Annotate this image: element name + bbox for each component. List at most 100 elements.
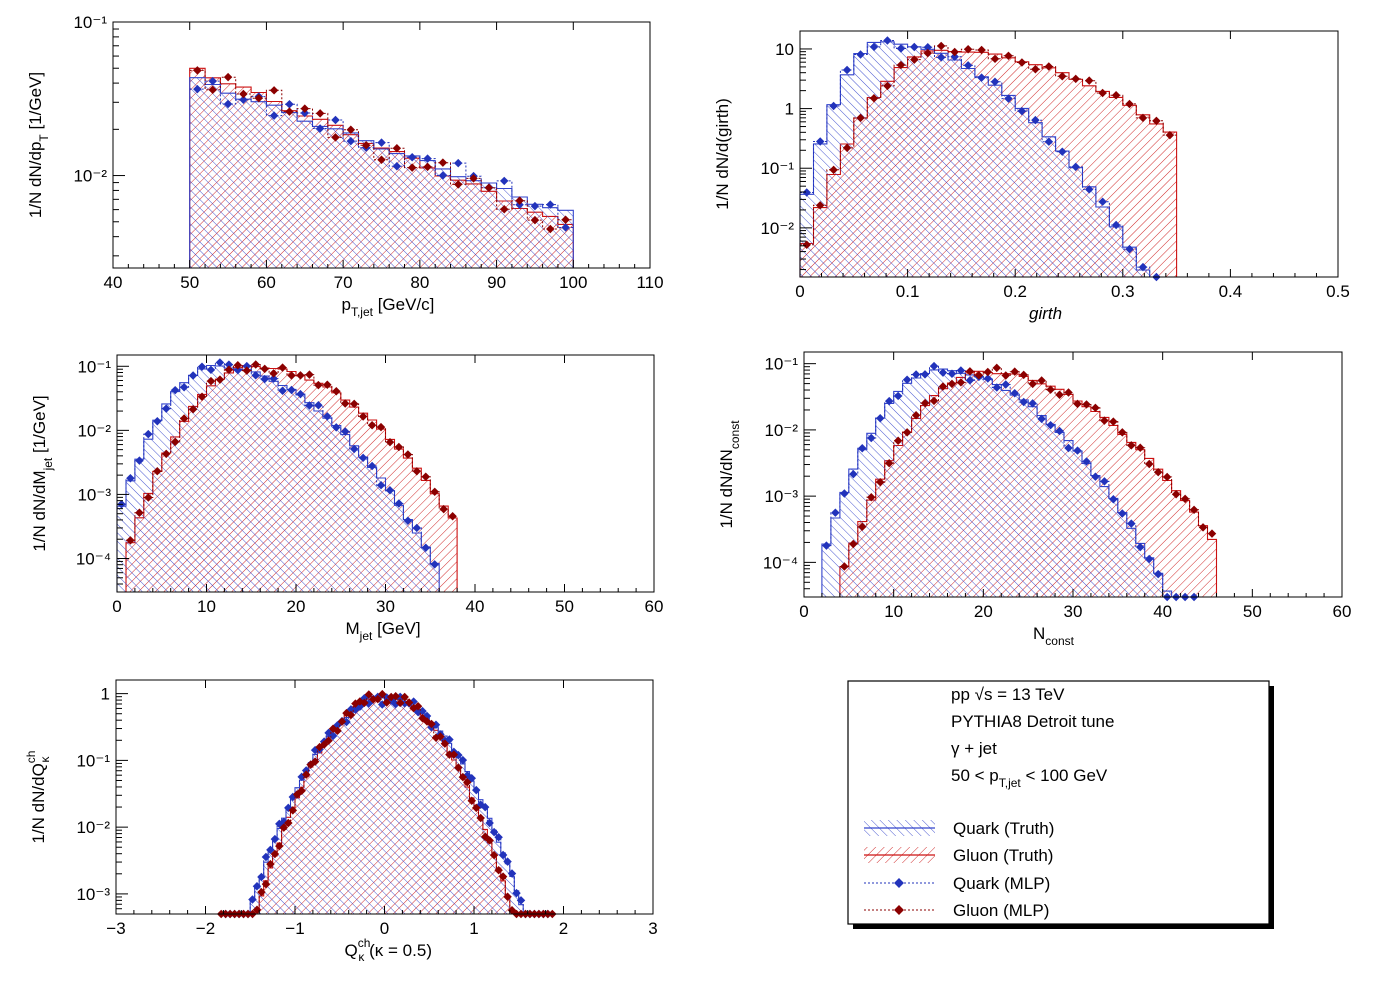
charge-gluon-mlp-point (382, 698, 391, 707)
legend-range-sub: T,jet (999, 776, 1022, 790)
pt-gluon-mlp-point (346, 125, 356, 134)
nconst-xtick-label: 10 (884, 602, 903, 621)
nconst-ytick-label: 10⁻⁴ (763, 553, 798, 572)
charge-gluon-mlp-point (463, 778, 472, 787)
charge-xlabel-sub: κ (358, 950, 365, 964)
mass-ytick-label: 10⁻¹ (77, 357, 111, 376)
mass-gluon-mlp-point (260, 364, 269, 374)
pt-frame (112, 21, 651, 269)
nconst-gluon-mlp-point (929, 396, 939, 406)
mass-gluon-mlp-point (340, 399, 350, 408)
nconst-quark-mlp-point (965, 376, 975, 385)
mass-quark-mlp-point (188, 371, 198, 380)
girth-quark-mlp-point (1017, 106, 1027, 116)
pt-quark-mlp-point (530, 201, 540, 211)
nconst-ylabel-pre: 1/N dN/dN (717, 449, 736, 528)
nconst-gluon-mlp-point (1082, 400, 1091, 409)
nconst-gluon-mlp-point (974, 371, 984, 380)
mass-xtick-label: 40 (466, 597, 485, 616)
nconst-xlabel-main: N (1033, 624, 1045, 643)
mass-quark-mlp-point (287, 385, 296, 395)
pt-quark-mlp-point (423, 154, 432, 163)
nconst-gluon-mlp-point (992, 363, 1002, 373)
pt-quark-truth-hist (113, 77, 650, 269)
charge-gluon-mlp-point (333, 726, 342, 736)
girth-xlabel-main: girth (1029, 304, 1062, 323)
girth-gluon-mlp-point (842, 143, 852, 153)
mass-xtick-label: 0 (112, 597, 121, 616)
pt-xlabel-sub: T,jet (351, 305, 374, 319)
legend-line-process: γ + jet (951, 739, 997, 758)
pt-ylabel-post: [1/GeV] (26, 72, 45, 134)
nconst-quark-mlp-point (938, 368, 948, 377)
nconst-xtick-label: 50 (1243, 602, 1262, 621)
charge-gluon-mlp-point (413, 701, 423, 711)
girth-gluon-mlp-point (802, 240, 811, 250)
nconst-quark-mlp-point (1001, 380, 1010, 389)
nconst-quark-mlp-point (902, 375, 912, 384)
girth-ytick-label: 10 (775, 40, 794, 59)
charge-gluon-mlp-point (395, 698, 405, 708)
charge-gluon-mlp-point (364, 690, 374, 699)
girth-quark-mlp-point (883, 36, 892, 45)
nconst-gluon-mlp-point (965, 367, 975, 376)
pt-xtick-label: 70 (334, 273, 353, 292)
girth-xtick-label: 0.3 (1111, 282, 1135, 301)
charge-ylabel-sup: ch (24, 751, 38, 764)
charge-quark-mlp-point (472, 785, 481, 795)
mass-quark-mlp-point (269, 374, 278, 383)
pt-xtick-label: 40 (104, 273, 123, 292)
nconst-gluon-mlp-line (839, 367, 1217, 567)
charge-quark-mlp-point (261, 852, 271, 862)
girth-xlabel: girth (1029, 304, 1062, 323)
mass-quark-mlp-point (153, 417, 162, 426)
nconst-xtick-label: 60 (1333, 602, 1352, 621)
nconst-xlabel: Nconst (1033, 624, 1075, 648)
pt-gluon-mlp-point (193, 66, 202, 75)
charge-gluon-mlp-point (360, 698, 369, 708)
charge-xtick-label: 0 (380, 919, 389, 938)
mass-gluon-mlp-point (314, 380, 323, 390)
nconst-quark-mlp-point (849, 469, 858, 479)
charge-ylabel: 1/N dN/dQchκ (24, 751, 52, 844)
legend-gluon-mlp-label: Gluon (MLP) (953, 901, 1049, 920)
girth-gluon-mlp-point (936, 41, 946, 51)
pt-quark-mlp-point (300, 108, 309, 118)
pt-gluon-mlp-point (315, 109, 325, 118)
pt-xtick-label: 80 (410, 273, 429, 292)
mass-xtick-label: 60 (645, 597, 664, 616)
mass-quark-mlp-point (314, 401, 323, 410)
legend-box (847, 680, 1270, 925)
charge-xlabel: Qch κ (κ = 0.5) (345, 936, 432, 964)
charge-quark-mlp-point (270, 834, 280, 844)
pt-xtick-label: 100 (559, 273, 587, 292)
charge-gluon-mlp-point (378, 689, 387, 699)
nconst-quark-mlp-point (1010, 388, 1019, 398)
nconst-quark-mlp-point (893, 391, 903, 401)
girth-quark-mlp-point (937, 53, 946, 62)
girth-quark-mlp-point (977, 73, 986, 82)
pt-quark-mlp-point (561, 223, 570, 232)
mass-quark-mlp-point (394, 499, 404, 508)
nconst-quark-mlp-point (1144, 554, 1154, 564)
mass-quark-mlp-line (117, 362, 440, 565)
nconst-gluon-mlp-point (1001, 371, 1011, 380)
legend-quark-mlp-marker (894, 878, 904, 888)
charge-xlabel-rest: (κ = 0.5) (364, 941, 432, 960)
nconst-gluon-mlp-point (858, 522, 867, 531)
charge-gluon-mlp-point (337, 717, 347, 726)
charge-xtick-label: −1 (285, 919, 304, 938)
panel-girth: 0 0.1 0.2 0.3 0.4 0.5 10 1 10⁻¹ 10⁻² girth 1/N dN/d… (713, 30, 1350, 323)
mass-quark-mlp-point (385, 485, 395, 495)
mass-quark-mlp-point (323, 412, 332, 421)
mass-quark-mlp-point (242, 361, 252, 371)
nconst-quark-mlp-point (867, 433, 876, 443)
pt-quark-mlp-point (315, 124, 325, 133)
mass-xtick-label: 50 (555, 597, 574, 616)
mass-gluon-mlp-point (251, 360, 260, 369)
charge-quark-mlp-point (257, 872, 266, 882)
pt-xlabel-main: p (342, 295, 351, 314)
mass-xlabel-main: M (346, 619, 360, 638)
charge-gluon-mlp-point (284, 818, 293, 828)
girth-quark-mlp-point (802, 188, 811, 197)
